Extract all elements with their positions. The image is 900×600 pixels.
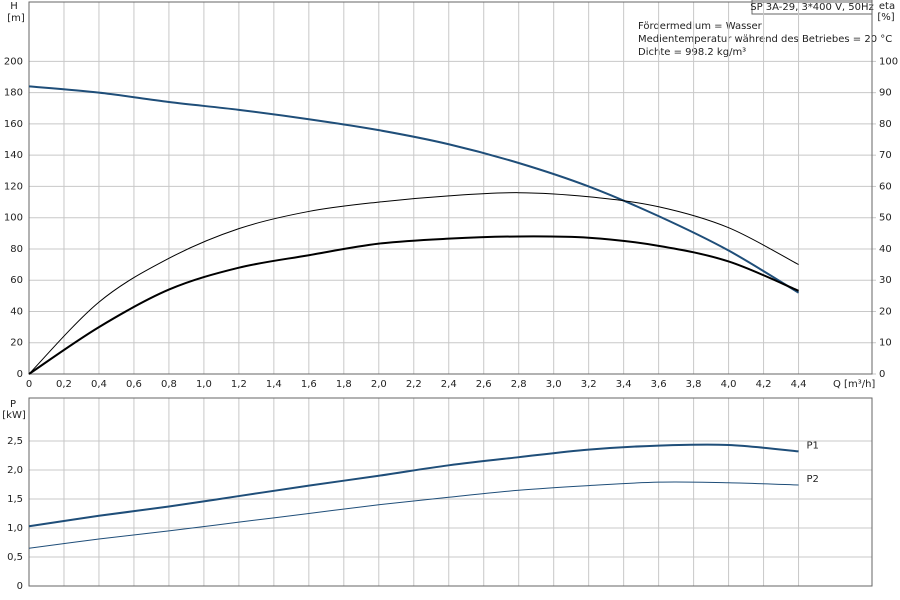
chart-title: SP 3A-29, 3*400 V, 50Hz	[750, 2, 874, 13]
y-axis-unit: [kW]	[2, 410, 26, 421]
y2-tick-label: 0	[879, 369, 885, 380]
y-tick-label: 140	[4, 150, 23, 161]
y-tick-label: 60	[10, 275, 23, 286]
y-tick-label: 160	[4, 119, 23, 130]
x-axis-label: Q [m³/h]	[833, 379, 875, 390]
y-tick-label: 1,0	[7, 523, 23, 534]
x-tick-label: 0,4	[91, 379, 107, 390]
plot-frame	[28, 397, 873, 587]
x-tick-label: 4,0	[721, 379, 737, 390]
annotation: Medientemperatur während des Betriebes =…	[638, 34, 892, 45]
y-axis-unit: [m]	[7, 13, 25, 24]
data-line	[28, 85, 800, 294]
x-tick-label: 1,2	[231, 379, 247, 390]
y2-axis-label: eta	[879, 1, 895, 12]
y2-tick-label: 80	[879, 119, 892, 130]
x-tick-label: 2,6	[476, 379, 492, 390]
series-label: P2	[807, 474, 819, 485]
y-tick-label: 80	[10, 244, 23, 255]
x-tick-label: 0,6	[126, 379, 142, 390]
y-tick-label: 2,5	[7, 436, 23, 447]
x-tick-label: 1,6	[301, 379, 317, 390]
x-tick-label: 3,8	[686, 379, 702, 390]
y-tick-label: 0,5	[7, 552, 23, 563]
y2-tick-label: 90	[879, 88, 892, 99]
y2-tick-label: 10	[879, 338, 892, 349]
data-line	[28, 192, 799, 375]
y-tick-label: 40	[10, 306, 23, 317]
data-line	[28, 481, 799, 549]
y-tick-label: 0	[17, 581, 23, 592]
x-tick-label: 2,0	[371, 379, 387, 390]
x-tick-label: 2,8	[511, 379, 527, 390]
x-tick-label: 1,4	[266, 379, 282, 390]
y-tick-label: 1,5	[7, 494, 23, 505]
data-line	[28, 443, 799, 528]
annotation: Fördermedium = Wasser	[638, 21, 763, 32]
x-tick-label: 3,4	[616, 379, 632, 390]
y2-tick-label: 20	[879, 306, 892, 317]
x-tick-label: 1,0	[196, 379, 212, 390]
y2-tick-label: 60	[879, 181, 892, 192]
x-tick-label: 4,4	[791, 379, 807, 390]
y-tick-label: 2,0	[7, 465, 23, 476]
y-tick-label: 200	[4, 56, 23, 67]
x-tick-label: 0,2	[56, 379, 72, 390]
data-line	[28, 235, 799, 375]
x-tick-label: 0	[26, 379, 32, 390]
y2-tick-label: 40	[879, 244, 892, 255]
y-tick-label: 180	[4, 88, 23, 99]
x-tick-label: 2,4	[441, 379, 457, 390]
annotation: Dichte = 998.2 kg/m³	[638, 47, 746, 58]
x-tick-label: 4,2	[756, 379, 772, 390]
y-tick-label: 0	[17, 369, 23, 380]
y2-tick-label: 30	[879, 275, 892, 286]
x-tick-label: 3,6	[651, 379, 667, 390]
x-tick-label: 3,0	[546, 379, 562, 390]
y-axis-label: P	[10, 399, 16, 410]
y2-axis-unit: [%]	[877, 12, 894, 23]
y2-tick-label: 100	[879, 56, 898, 67]
x-tick-label: 3,2	[581, 379, 597, 390]
y-tick-label: 20	[10, 338, 23, 349]
y2-tick-label: 50	[879, 213, 892, 224]
y-tick-label: 100	[4, 213, 23, 224]
plot-frame	[28, 1, 873, 375]
y-tick-label: 120	[4, 181, 23, 192]
y-axis-label: H	[10, 1, 18, 12]
series-label: P1	[807, 440, 819, 451]
x-tick-label: 2,2	[406, 379, 422, 390]
x-tick-label: 0,8	[161, 379, 177, 390]
y2-tick-label: 70	[879, 150, 892, 161]
x-tick-label: 1,8	[336, 379, 352, 390]
